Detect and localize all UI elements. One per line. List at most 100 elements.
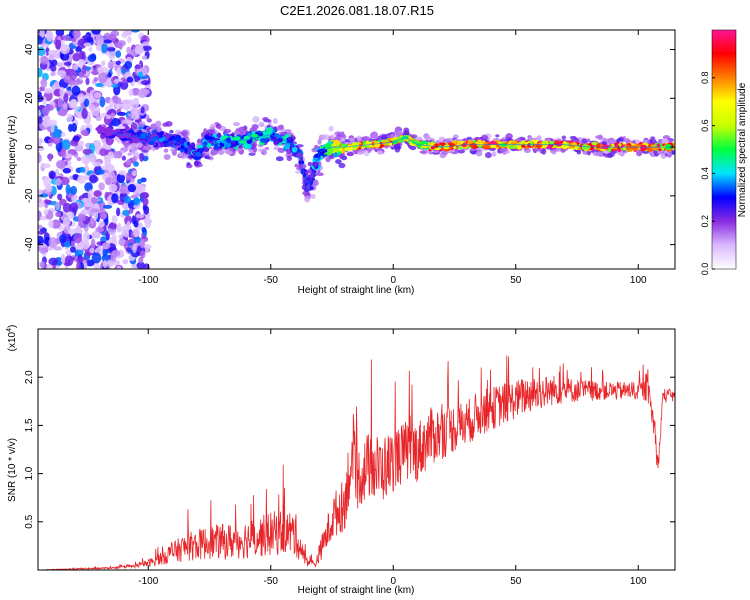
- spectral-blob: [101, 242, 111, 250]
- spectral-blob: [80, 129, 89, 136]
- spectral-blob: [42, 120, 52, 128]
- spectral-blob: [89, 174, 98, 184]
- spectral-blob: [140, 88, 150, 95]
- spectral-blob: [195, 151, 202, 157]
- spectral-blob: [107, 61, 115, 70]
- spectral-blob: [59, 234, 67, 244]
- spectral-blob: [82, 231, 90, 243]
- spectral-blob: [215, 123, 222, 129]
- spectral-blob: [93, 190, 102, 197]
- spectral-blob: [163, 154, 171, 161]
- spectral-blob: [233, 122, 240, 127]
- spectral-blob: [127, 152, 133, 156]
- spectral-blob: [133, 236, 141, 244]
- spectral-blob: [284, 143, 291, 148]
- spectral-blob: [484, 152, 492, 159]
- spectral-blob: [38, 35, 43, 45]
- spectral-blob: [56, 70, 67, 77]
- spectral-blob: [364, 150, 370, 157]
- spectral-blob: [55, 39, 62, 50]
- spectral-blob: [96, 168, 105, 175]
- spectral-blob: [63, 61, 72, 66]
- spectral-blob: [95, 82, 104, 88]
- spectral-blob: [117, 234, 124, 239]
- spectral-blob: [41, 106, 50, 116]
- spectral-blob: [122, 258, 129, 265]
- spectral-blob: [491, 150, 497, 157]
- spectral-blob: [275, 156, 284, 162]
- y-tick-label: 1.0: [24, 466, 35, 480]
- spectral-blob: [349, 137, 355, 142]
- spectral-blob: [93, 140, 102, 148]
- spectral-blob: [616, 145, 621, 151]
- spectral-blob: [490, 144, 497, 149]
- spectral-blob: [137, 71, 144, 78]
- spectral-blob: [309, 194, 316, 199]
- spectral-blob: [338, 162, 346, 169]
- spectral-blob: [203, 128, 208, 135]
- spectral-blob: [50, 71, 56, 77]
- spectral-blob: [125, 119, 133, 126]
- spectral-blob: [250, 133, 259, 138]
- spectral-blob: [370, 131, 378, 138]
- spectral-blob: [224, 149, 230, 154]
- spectral-blob: [133, 228, 140, 238]
- spectral-blob: [180, 130, 188, 137]
- spectral-blob: [133, 161, 139, 167]
- spectral-blob: [38, 110, 42, 117]
- spectral-ridge-line: [111, 131, 675, 193]
- spectral-blob: [560, 148, 566, 153]
- spectral-blob: [87, 95, 93, 101]
- spectral-blob: [82, 64, 87, 75]
- snr-y-multiplier-close: ): [7, 325, 18, 328]
- spectral-blob: [307, 161, 313, 167]
- spectral-blob: [87, 54, 96, 63]
- spectral-blob: [121, 99, 131, 105]
- spectral-blob: [55, 201, 60, 211]
- spectral-blob: [111, 215, 118, 224]
- spectral-blob: [335, 159, 342, 164]
- spectral-blob: [132, 122, 138, 129]
- spectral-blob: [592, 152, 601, 157]
- spectral-blob: [61, 35, 72, 41]
- spectral-blob: [93, 77, 99, 82]
- spectral-blob: [164, 121, 173, 127]
- spectral-blob: [81, 154, 91, 165]
- spectral-blob: [52, 129, 62, 138]
- spectral-blob: [529, 141, 534, 147]
- spectral-blob: [38, 68, 43, 78]
- spectral-blob: [90, 208, 101, 213]
- spectral-blob: [95, 115, 102, 122]
- spectral-blob: [141, 132, 147, 138]
- spectral-blob: [189, 146, 193, 151]
- spectral-blob: [278, 124, 284, 129]
- spectral-blob: [57, 193, 63, 201]
- spectral-blob: [140, 184, 146, 194]
- spectral-blob: [123, 229, 130, 238]
- spectral-blob: [122, 209, 131, 216]
- spectral-blob: [135, 213, 145, 219]
- x-tick-label: -100: [138, 576, 158, 587]
- spectral-blob: [83, 42, 92, 47]
- spectral-blob: [419, 150, 427, 154]
- y-tick-label: 0: [24, 144, 35, 150]
- spectral-blob: [136, 142, 143, 148]
- colorbar-tick-label: 0.4: [700, 167, 710, 180]
- spectral-blob: [505, 133, 513, 140]
- spectral-blob: [89, 217, 95, 226]
- spectral-blob: [118, 134, 127, 139]
- spectral-blob: [356, 135, 362, 142]
- spectral-blob: [334, 131, 343, 136]
- spectral-blob: [595, 143, 601, 149]
- spectral-blob: [71, 122, 78, 133]
- y-tick-label: 2.0: [24, 370, 35, 384]
- spectral-blob: [135, 184, 143, 193]
- spectrogram-marks: [38, 30, 675, 269]
- spectral-blob: [277, 147, 286, 153]
- spectral-blob: [127, 113, 133, 117]
- spectral-blob: [389, 134, 395, 139]
- spectral-blob: [133, 197, 141, 206]
- spectral-blob: [139, 250, 146, 259]
- spectral-blob: [134, 45, 144, 55]
- spectral-blob: [124, 60, 133, 70]
